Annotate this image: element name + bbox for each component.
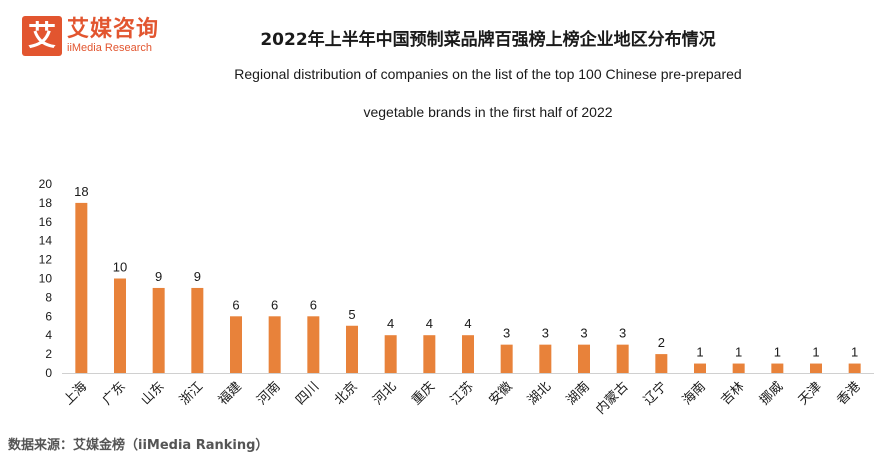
bar bbox=[500, 344, 513, 373]
chart-title-en-line2: vegetable brands in the first half of 20… bbox=[363, 104, 613, 120]
data-label: 2 bbox=[658, 335, 665, 350]
x-axis: 上海 广东 山东 浙江 福建 河南 四川 北京 河北 重庆 江苏 安徽 湖北 湖南 内蒙古 辽宁 海南 吉林 挪威天… bbox=[61, 373, 874, 418]
y-tick-label: 8 bbox=[45, 290, 52, 304]
bar bbox=[346, 325, 358, 373]
y-tick-label: 18 bbox=[39, 196, 53, 210]
y-tick-label: 10 bbox=[39, 272, 53, 286]
y-axis: 0 2 4 6 8 10 12 14 16 18 20 bbox=[39, 177, 53, 380]
x-tick-label: 安徽 bbox=[486, 379, 515, 408]
data-label: 1 bbox=[696, 345, 703, 360]
x-tick-label: 湖南 bbox=[563, 379, 593, 409]
bar bbox=[655, 354, 668, 373]
y-tick-label: 14 bbox=[39, 234, 53, 248]
bar bbox=[114, 278, 126, 373]
data-label: 1 bbox=[774, 345, 781, 360]
x-tick-label: 四川 bbox=[293, 379, 322, 408]
bar bbox=[694, 363, 706, 373]
y-tick-label: 20 bbox=[39, 177, 53, 191]
data-label: 6 bbox=[310, 297, 317, 312]
x-tick-label: 天津 bbox=[796, 379, 825, 408]
x-tick-label: 湖北 bbox=[525, 379, 554, 408]
data-label: 3 bbox=[542, 326, 549, 341]
data-label: 1 bbox=[851, 345, 858, 360]
y-tick-label: 4 bbox=[45, 328, 52, 342]
bar bbox=[191, 287, 204, 373]
data-label: 1 bbox=[735, 345, 742, 360]
chart-title-cn: 2022年上半年中国预制菜品牌百强榜上榜企业地区分布情况 bbox=[260, 30, 716, 50]
bar bbox=[462, 335, 474, 373]
data-label: 5 bbox=[348, 307, 355, 322]
data-label: 1 bbox=[812, 345, 819, 360]
y-tick-label: 12 bbox=[39, 253, 53, 267]
bar bbox=[384, 335, 397, 373]
bars: 18 10 9 9 6 6 6 5 4 4 4 3 3 3 3 2 1 1 1 1 1 bbox=[74, 184, 861, 373]
bar bbox=[75, 202, 88, 373]
bar bbox=[810, 363, 822, 373]
data-label: 6 bbox=[271, 297, 278, 312]
data-label: 4 bbox=[426, 316, 433, 331]
bar bbox=[268, 316, 281, 373]
data-label: 18 bbox=[74, 184, 88, 199]
x-tick-label: 广东 bbox=[100, 379, 129, 408]
x-tick-label: 挪威 bbox=[757, 379, 786, 408]
data-label: 3 bbox=[503, 326, 510, 341]
x-tick-label: 辽宁 bbox=[640, 379, 670, 409]
x-tick-label: 上海 bbox=[61, 379, 90, 408]
data-label: 6 bbox=[232, 297, 239, 312]
data-label: 10 bbox=[113, 260, 127, 275]
data-label: 9 bbox=[155, 269, 162, 284]
data-label: 4 bbox=[387, 316, 394, 331]
bar bbox=[230, 316, 242, 373]
x-tick-label: 香港 bbox=[834, 379, 863, 408]
bar bbox=[848, 363, 861, 373]
bar bbox=[578, 344, 590, 373]
data-label: 3 bbox=[580, 326, 587, 341]
bar bbox=[732, 363, 745, 373]
bar bbox=[771, 363, 784, 373]
data-label: 3 bbox=[619, 326, 626, 341]
x-tick-label: 内蒙古 bbox=[593, 379, 632, 418]
logo-name-cn: 艾媒咨询 bbox=[67, 16, 160, 42]
x-tick-label: 河南 bbox=[254, 379, 284, 409]
x-tick-label: 江苏 bbox=[447, 379, 477, 409]
x-tick-label: 浙江 bbox=[177, 379, 206, 408]
x-tick-label: 重庆 bbox=[408, 379, 438, 409]
bar bbox=[423, 335, 436, 373]
x-tick-label: 河北 bbox=[370, 379, 399, 408]
x-tick-label: 北京 bbox=[332, 379, 361, 408]
bar bbox=[307, 316, 320, 373]
y-tick-label: 6 bbox=[45, 309, 52, 323]
logo-text: 艾媒咨询 iiMedia Research bbox=[67, 16, 160, 55]
x-tick-label: 福建 bbox=[216, 379, 245, 408]
x-tick-label: 山东 bbox=[138, 379, 167, 408]
y-tick-label: 2 bbox=[45, 347, 52, 361]
bar bbox=[616, 344, 629, 373]
bar bbox=[539, 344, 552, 373]
y-tick-label: 0 bbox=[45, 366, 52, 380]
chart-title-en-line1: Regional distribution of companies on th… bbox=[234, 66, 742, 82]
logo-mark: 艾 bbox=[22, 16, 62, 56]
y-tick-label: 16 bbox=[39, 215, 53, 229]
logo: 艾 艾媒咨询 iiMedia Research bbox=[22, 16, 159, 56]
data-label: 9 bbox=[194, 269, 201, 284]
logo-name-en: iiMedia Research bbox=[67, 41, 152, 54]
x-tick-label: 吉林 bbox=[718, 379, 747, 408]
data-label: 4 bbox=[464, 316, 471, 331]
bar bbox=[152, 287, 165, 373]
x-tick-label: 海南 bbox=[679, 379, 709, 409]
source-note: 数据来源：艾媒金榜（iiMedia Ranking） bbox=[8, 438, 269, 453]
